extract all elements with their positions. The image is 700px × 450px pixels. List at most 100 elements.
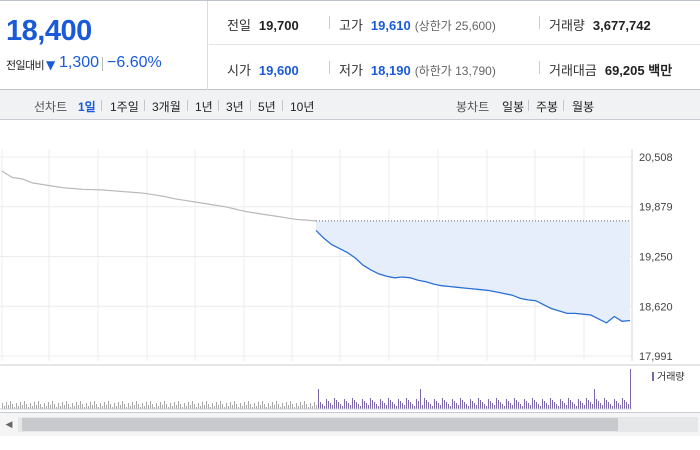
volume-bar <box>390 400 391 409</box>
volume-bar <box>404 405 405 409</box>
volume-bar <box>462 400 463 409</box>
volume-bar <box>354 400 355 409</box>
volume-bar <box>162 405 163 409</box>
volume-bar <box>586 398 587 409</box>
period-1d-button[interactable]: 1일 <box>78 100 96 114</box>
volume-bar <box>396 406 397 409</box>
volume-bar <box>424 398 425 409</box>
volume-bar <box>274 405 275 409</box>
volume-value: 3,677,742 <box>592 18 651 33</box>
volume-bar <box>388 398 389 409</box>
volume-bar <box>124 404 125 409</box>
volume-bar <box>102 406 103 409</box>
volume-bar <box>110 404 111 409</box>
volume-bar <box>64 405 65 409</box>
volume-bar <box>258 402 259 409</box>
volume-bar <box>264 404 265 409</box>
candle-weekly-button[interactable]: 주봉 <box>536 100 559 114</box>
amount-cell: 거래대금 69,205 백만 <box>549 60 672 79</box>
volume-bar <box>26 404 27 409</box>
scrollbar-thumb[interactable] <box>22 418 618 431</box>
volume-bar <box>618 403 619 409</box>
volume-bar <box>540 406 541 409</box>
volume-bar <box>10 401 11 409</box>
volume-bar <box>88 406 89 409</box>
period-3m-button[interactable]: 3개월 <box>152 100 181 114</box>
volume-bar <box>352 398 353 409</box>
volume-bar <box>192 401 193 409</box>
chart-scrollbar[interactable]: ◀ <box>0 412 700 436</box>
open-cell: 시가 19,600 <box>227 60 299 79</box>
volume-bar <box>592 404 593 409</box>
candle-daily-button[interactable]: 일봉 <box>502 100 525 114</box>
period-10y-button[interactable]: 10년 <box>290 100 315 114</box>
volume-bar <box>90 402 91 409</box>
y-tick-label: 20,508 <box>639 152 673 164</box>
volume-bar <box>188 402 189 409</box>
volume-bar <box>420 389 421 409</box>
volume-bar <box>484 404 485 409</box>
volume-bar <box>478 398 479 409</box>
volume-bar <box>172 406 173 409</box>
volume-bar <box>54 404 55 409</box>
volume-bar <box>190 405 191 409</box>
volume-bar <box>588 400 589 409</box>
volume-bar <box>326 399 327 409</box>
volume-bar <box>316 405 317 409</box>
volume-bar <box>442 398 443 409</box>
volume-bar <box>610 404 611 409</box>
volume-bar <box>52 401 53 409</box>
volume-bar <box>572 402 573 409</box>
volume-bar <box>104 402 105 409</box>
period-1y-button[interactable]: 1년 <box>195 100 213 114</box>
volume-bar <box>200 406 201 409</box>
volume-bar <box>482 402 483 409</box>
candle-monthly-button[interactable]: 월봉 <box>572 100 595 114</box>
scroll-left-arrow-icon[interactable]: ◀ <box>5 420 13 430</box>
volume-bar <box>62 402 63 409</box>
volume-bar <box>622 398 623 409</box>
volume-bar <box>24 401 25 409</box>
current-price-box: 18,400 전일대비 ▼ 1,300 −6.60% <box>0 1 208 90</box>
volume-bar <box>568 398 569 409</box>
divider <box>528 100 529 111</box>
divider <box>187 100 188 111</box>
intraday-price-chart: 20,508 19,879 19,250 18,620 17,991 거래량 <box>0 149 700 410</box>
amount-label: 거래대금 <box>549 63 597 78</box>
volume-bar <box>566 405 567 409</box>
period-1w-button[interactable]: 1주일 <box>110 100 139 114</box>
volume-bar <box>522 406 523 409</box>
volume-bar <box>252 407 253 409</box>
volume-bar <box>186 406 187 409</box>
volume-bar <box>246 405 247 409</box>
volume-bar <box>486 406 487 409</box>
volume-bar <box>144 406 145 409</box>
period-5y-button[interactable]: 5년 <box>258 100 276 114</box>
volume-bar <box>278 404 279 409</box>
volume-bar <box>262 401 263 409</box>
volume-bar <box>330 403 331 409</box>
high-value: 19,610 <box>370 18 411 33</box>
volume-bar <box>108 401 109 409</box>
period-3y-button[interactable]: 3년 <box>226 100 244 114</box>
volume-bar <box>356 402 357 409</box>
volume-bar <box>520 404 521 409</box>
volume-bar <box>42 407 43 409</box>
volume-bar <box>556 404 557 409</box>
volume-bar <box>98 407 99 409</box>
volume-bar <box>72 403 73 409</box>
volume-bar <box>134 405 135 409</box>
volume-bar <box>208 404 209 409</box>
amount-value: 69,205 <box>604 63 645 78</box>
volume-bar <box>454 401 455 409</box>
volume-bar <box>292 404 293 409</box>
volume-bar <box>298 406 299 409</box>
volume-bar <box>2 403 3 409</box>
volume-bar <box>564 403 565 409</box>
volume-bar <box>550 398 551 409</box>
volume-bar <box>336 400 337 409</box>
volume-bar <box>466 404 467 409</box>
volume-bar <box>214 406 215 409</box>
volume-bar <box>628 404 629 409</box>
volume-bar <box>18 406 19 409</box>
